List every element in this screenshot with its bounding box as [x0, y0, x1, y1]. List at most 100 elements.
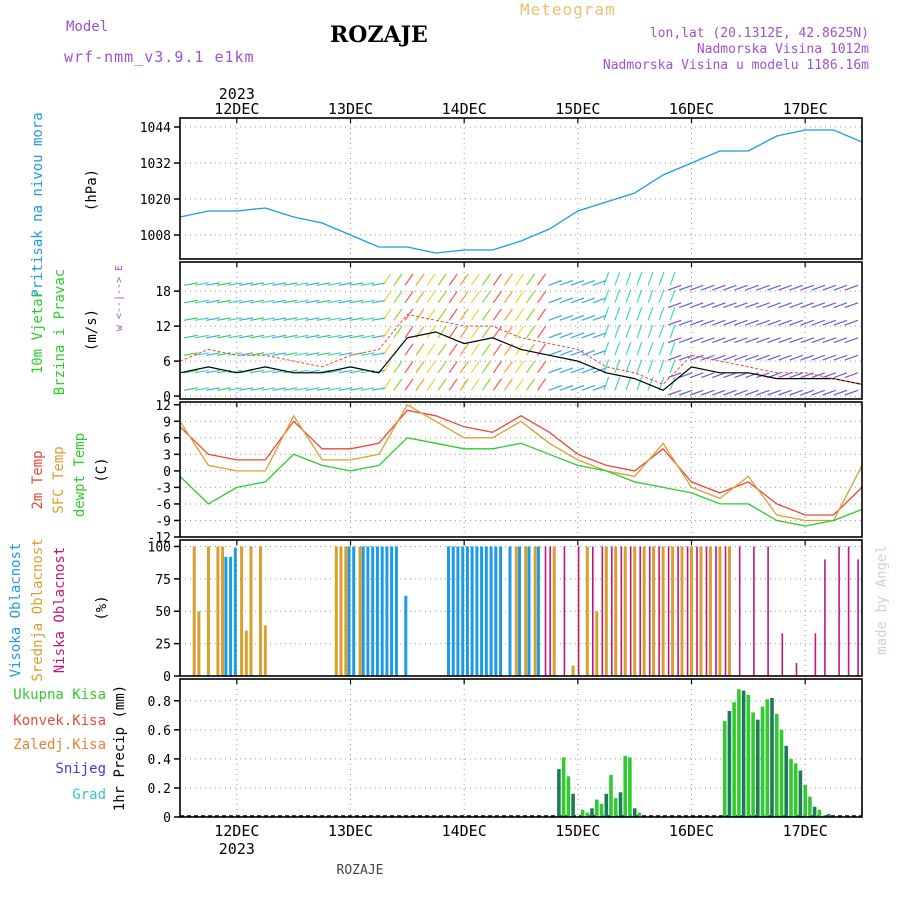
wind-arrow [459, 360, 469, 374]
cloud-bar [738, 546, 741, 676]
wind-arrow [382, 273, 392, 286]
wind-arrow [448, 273, 458, 286]
wind-arrow [228, 352, 243, 356]
wind-arrow [272, 282, 287, 286]
wind-arrow [581, 297, 596, 304]
precip-bar [798, 770, 803, 817]
wind-arrow [183, 334, 198, 339]
precip-bar [756, 719, 760, 817]
wind-arrow [822, 284, 837, 291]
cloud-bar [489, 546, 493, 676]
cloud-bar [352, 546, 356, 676]
wind-arrow [689, 389, 704, 396]
wind-arrow [183, 387, 198, 391]
wind-arrow [492, 378, 502, 391]
wind-arrow [503, 290, 513, 304]
cloud-bar [518, 546, 521, 676]
wind-arrow [205, 334, 221, 339]
wind-arrow [382, 325, 392, 339]
wind-arrow [667, 389, 682, 396]
wind-arrow [393, 273, 403, 286]
pressure-line [179, 129, 863, 254]
wind-arrow [316, 282, 331, 286]
temp-ylabel-group: (C) [94, 457, 110, 482]
wind-arrow [789, 389, 804, 396]
wind-arrow [689, 354, 704, 361]
wind-arrow [756, 319, 770, 326]
cloud-bar [642, 546, 646, 676]
precip-bar [632, 808, 637, 817]
precip-legend-2: Zaledj.Kisa [13, 737, 106, 753]
cloud-bar [639, 546, 641, 676]
wind-arrow [459, 308, 469, 321]
wind-speed-line [179, 331, 863, 391]
wind-arrow [625, 289, 632, 304]
temp-label-dewpt-group: dewpt Temp [72, 433, 88, 517]
wind-arrow [360, 299, 375, 304]
precip-bar [722, 721, 727, 817]
wind-arrow [712, 302, 726, 309]
wind-arrow [228, 282, 243, 286]
elevation-label: Nadmorska Visina 1012m [696, 42, 869, 57]
wind-arrow [658, 359, 665, 374]
wind-arrow [559, 314, 574, 321]
clouds-ytick-label: 25 [155, 638, 171, 653]
wind-arrow [216, 299, 232, 304]
cloud-ylabel-group: (%) [94, 595, 110, 620]
cloud-bar [601, 546, 604, 676]
cloud-bar [233, 547, 237, 676]
cloud-label-high-group: Visoka Oblacnost [8, 543, 24, 678]
wind-arrow [437, 290, 447, 304]
wind-arrow [239, 334, 254, 339]
wind-arrow [678, 372, 693, 379]
pressure-title: Pritisak na nivou mora [30, 112, 46, 297]
wind-arrow [700, 337, 715, 344]
wind-arrow [723, 302, 737, 309]
wind-arrow [636, 289, 643, 304]
wind-arrow [294, 317, 309, 321]
wind-arrow [216, 317, 232, 321]
wind-arrow [526, 360, 536, 374]
wind-arrow [778, 319, 792, 326]
precip-bar [737, 689, 741, 817]
wind-arrow [470, 360, 480, 374]
wind-arrow [833, 319, 848, 326]
precip-legend-0: Ukupna Kisa [13, 687, 106, 703]
wind-arrow [426, 343, 436, 356]
wind-arrow [647, 359, 654, 374]
wind-arrow [492, 325, 502, 339]
wind-arrow [228, 299, 243, 304]
wind-arrow [492, 360, 502, 374]
wind-arrow [669, 376, 676, 391]
bottom-day-label: 13DEC [328, 822, 373, 840]
wind-arrow [548, 384, 563, 391]
cloud-bar [718, 546, 722, 676]
precip-bar [775, 713, 779, 817]
wind-arrow [228, 317, 243, 321]
cloud-bar [361, 546, 365, 676]
wind-arrow [756, 302, 770, 309]
cloud-bar [494, 546, 498, 676]
cloud-bar [652, 546, 656, 676]
wind-arrow [700, 389, 715, 396]
wind-arrow [272, 334, 287, 339]
cloud-bar [524, 546, 528, 676]
wind-arrow [800, 302, 815, 309]
wind-direction-legend-text: w <--|--> E [114, 265, 125, 331]
cloud-bar [240, 546, 244, 676]
wind-arrow [844, 319, 859, 326]
wind-arrow [437, 378, 447, 391]
temp-series-0 [179, 409, 863, 516]
cloud-bar [814, 633, 817, 676]
wind-ytick-label: 12 [155, 320, 171, 335]
wind-arrow [658, 306, 665, 321]
wind-arrow [800, 354, 815, 361]
wind-arrow [537, 290, 547, 304]
wind-title-1: 10m Vjetar [30, 290, 46, 374]
wind-arrow [581, 349, 596, 356]
wind-arrow [570, 349, 585, 356]
clouds-ytick-label: 50 [155, 605, 171, 620]
wind-arrow [822, 354, 837, 361]
wind-arrow [800, 319, 815, 326]
precip-legend-1: Konvek.Kisa [13, 713, 106, 729]
